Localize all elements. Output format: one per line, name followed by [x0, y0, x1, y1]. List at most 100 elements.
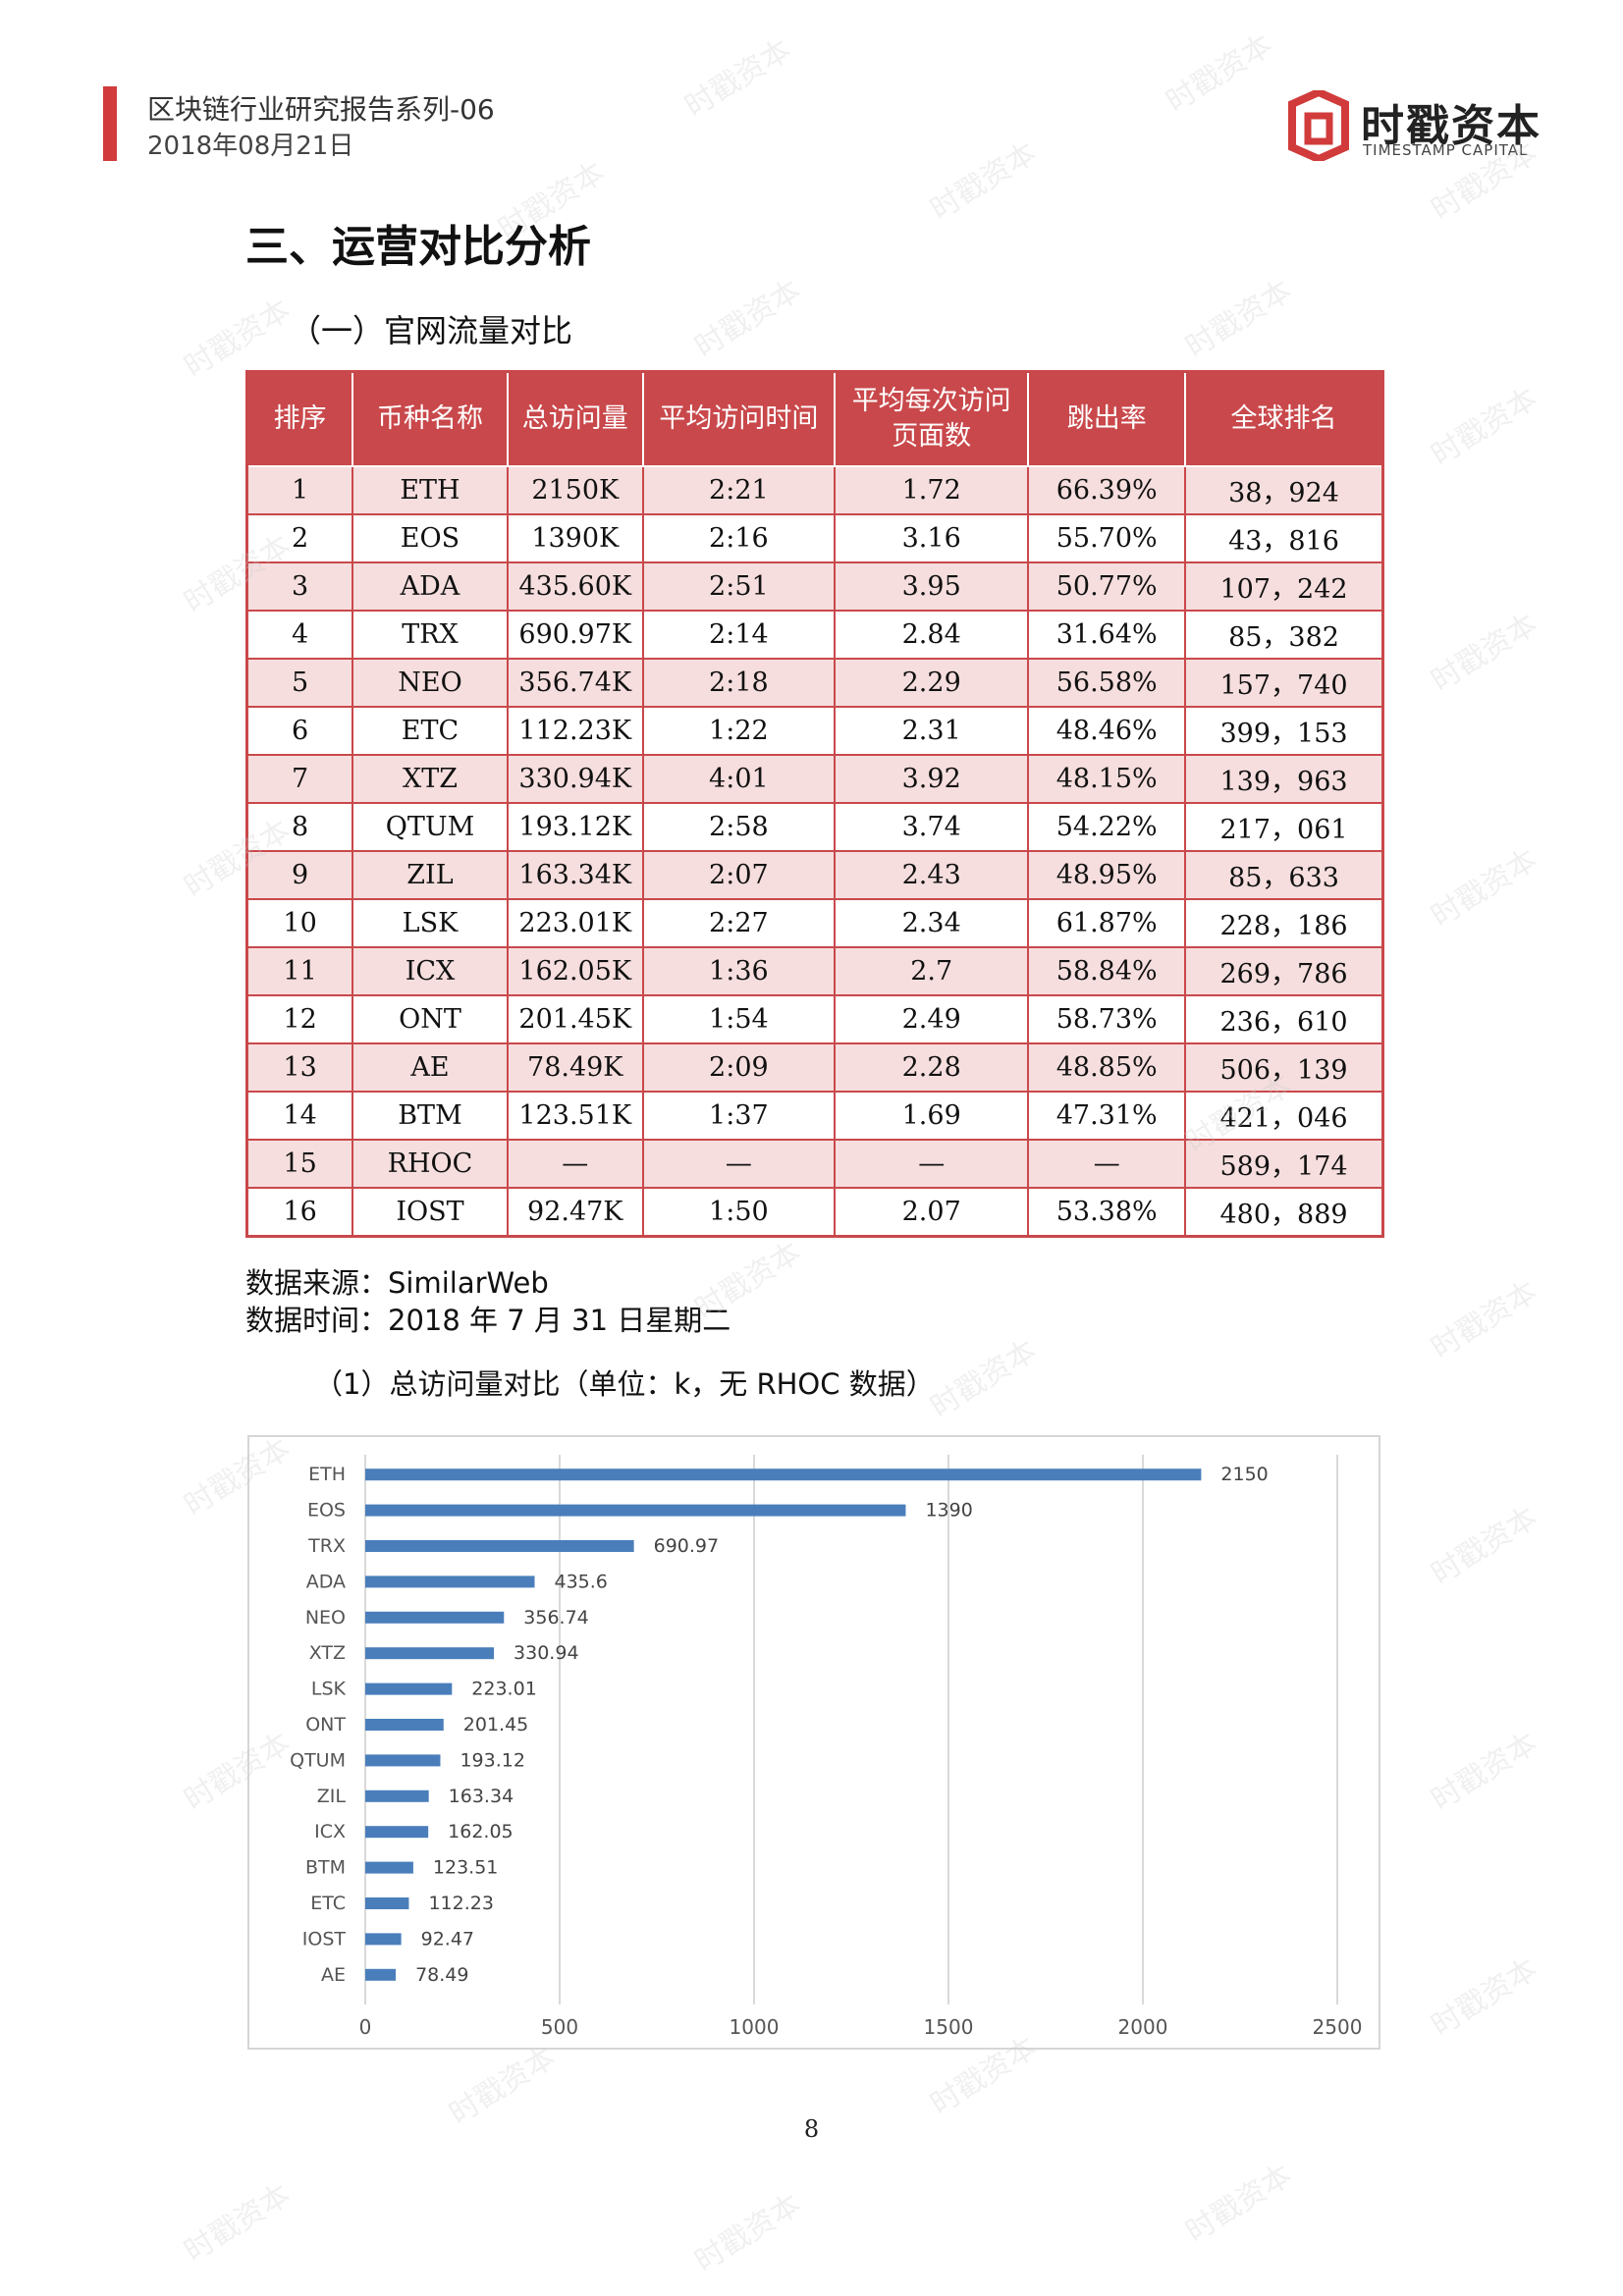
cell-coin: ONT — [352, 994, 509, 1044]
data-label: 92.47 — [421, 1928, 474, 1949]
cell-total-visits: 223.01K — [506, 898, 644, 948]
report-series-title: 区块链行业研究报告系列-06 — [147, 93, 495, 126]
category-label: QTUM — [290, 1749, 346, 1771]
cell-rank: 11 — [245, 946, 354, 996]
cell-avg-duration: 1:37 — [641, 1091, 837, 1141]
cell-total-visits: 112.23K — [506, 706, 644, 756]
cell-bounce-rate: 54.22% — [1027, 802, 1187, 852]
cell-coin: IOST — [352, 1187, 509, 1238]
table-row: 12 ONT 201.45K 1:54 2.49 58.73% 236，610 — [245, 994, 1384, 1044]
cell-rank: 3 — [245, 561, 354, 612]
cell-rank: 16 — [245, 1187, 354, 1238]
cell-global-rank: 421，046 — [1184, 1091, 1384, 1141]
category-label: ETH — [308, 1464, 346, 1485]
header-accent-bar — [103, 86, 117, 161]
section-title: 三、运营对比分析 — [245, 222, 591, 272]
cell-global-rank: 589，174 — [1184, 1139, 1384, 1189]
table-row: 16 IOST 92.47K 1:50 2.07 53.38% 480，889 — [245, 1187, 1384, 1238]
cell-pages-per-visit: 2.7 — [834, 946, 1030, 996]
cell-pages-per-visit: 2.84 — [834, 610, 1030, 660]
cell-bounce-rate: 31.64% — [1027, 610, 1187, 660]
cell-coin: NEO — [352, 658, 509, 708]
watermark: 时戳资本 — [688, 273, 808, 365]
cell-global-rank: 506，139 — [1184, 1042, 1384, 1093]
cell-rank: 15 — [245, 1139, 354, 1189]
cell-bounce-rate: 53.38% — [1027, 1187, 1187, 1238]
cell-bounce-rate: 48.95% — [1027, 850, 1187, 900]
table-body: 1 ETH 2150K 2:21 1.72 66.39% 38，924 2 EOS 1390K 2:… — [245, 465, 1384, 1238]
cell-rank: 12 — [245, 994, 354, 1044]
data-label: 123.51 — [433, 1857, 498, 1879]
cell-avg-duration: 4:01 — [641, 754, 837, 804]
watermark: 时戳资本 — [1425, 381, 1544, 473]
cell-pages-per-visit: 3.92 — [834, 754, 1030, 804]
cell-total-visits: 193.12K — [506, 802, 644, 852]
cell-total-visits: 330.94K — [506, 754, 644, 804]
total-visits-bar-chart: 0 500 1000 1500 2000 2500 ETH 2150 EOS 1390 TRX 690… — [247, 1435, 1380, 2050]
data-label: 163.34 — [449, 1786, 514, 1807]
cell-pages-per-visit: 1.69 — [834, 1091, 1030, 1141]
bar — [365, 1647, 495, 1660]
cell-avg-duration: 1:36 — [641, 946, 837, 996]
data-label: 2150 — [1220, 1464, 1268, 1485]
table-row: 4 TRX 690.97K 2:14 2.84 31.64% 85，382 — [245, 610, 1384, 660]
cell-rank: 13 — [245, 1042, 354, 1093]
table-row: 7 XTZ 330.94K 4:01 3.92 48.15% 139，963 — [245, 754, 1384, 804]
table-row: 8 QTUM 193.12K 2:58 3.74 54.22% 217，061 — [245, 802, 1384, 852]
cell-pages-per-visit: 3.16 — [834, 513, 1030, 563]
cell-avg-duration: — — [641, 1139, 837, 1189]
table-row: 6 ETC 112.23K 1:22 2.31 48.46% 399，153 — [245, 706, 1384, 756]
cell-total-visits: 78.49K — [506, 1042, 644, 1093]
watermark: 时戳资本 — [1425, 607, 1544, 699]
data-label: 690.97 — [654, 1535, 719, 1557]
header-rank: 排序 — [245, 370, 354, 467]
data-label: 162.05 — [448, 1821, 513, 1842]
logo-english-name: TIMESTAMP CAPITAL — [1363, 141, 1529, 159]
category-label: LSK — [311, 1679, 347, 1700]
table-row: 9 ZIL 163.34K 2:07 2.43 48.95% 85，633 — [245, 850, 1384, 900]
cell-pages-per-visit: 2.29 — [834, 658, 1030, 708]
data-label: 435.6 — [554, 1571, 607, 1592]
data-source: 数据来源：SimilarWeb — [245, 1266, 549, 1300]
cell-bounce-rate: 55.70% — [1027, 513, 1187, 563]
cell-coin: ICX — [352, 946, 509, 996]
bar — [365, 1968, 397, 1981]
table-header-row: 排序 币种名称 总访问量 平均访问时间 平均每次访问页面数 跳出率 全球排名 — [245, 370, 1384, 467]
cell-pages-per-visit: 1.72 — [834, 465, 1030, 515]
cell-global-rank: 43，816 — [1184, 513, 1384, 563]
cell-rank: 6 — [245, 706, 354, 756]
x-tick-label: 2000 — [1118, 2015, 1168, 2039]
watermark: 时戳资本 — [1425, 1500, 1544, 1592]
cell-total-visits: 163.34K — [506, 850, 644, 900]
cell-pages-per-visit: — — [834, 1139, 1030, 1189]
category-label: ETC — [310, 1893, 346, 1914]
bar — [365, 1861, 413, 1874]
cell-pages-per-visit: 2.34 — [834, 898, 1030, 948]
watermark: 时戳资本 — [924, 1333, 1044, 1425]
cell-bounce-rate: 48.46% — [1027, 706, 1187, 756]
header-global-rank: 全球排名 — [1184, 370, 1384, 467]
cell-avg-duration: 2:51 — [641, 561, 837, 612]
cell-global-rank: 85，382 — [1184, 610, 1384, 660]
cell-pages-per-visit: 2.28 — [834, 1042, 1030, 1093]
cell-rank: 2 — [245, 513, 354, 563]
category-label: ADA — [306, 1571, 346, 1592]
x-tick-label: 500 — [541, 2015, 578, 2039]
cell-avg-duration: 1:22 — [641, 706, 837, 756]
cell-bounce-rate: 66.39% — [1027, 465, 1187, 515]
data-label: 356.74 — [523, 1607, 588, 1629]
cell-coin: ZIL — [352, 850, 509, 900]
cell-rank: 7 — [245, 754, 354, 804]
logo-chinese-name: 时戳资本 — [1361, 101, 1542, 151]
cell-pages-per-visit: 2.49 — [834, 994, 1030, 1044]
category-label: ONT — [305, 1714, 346, 1735]
report-date: 2018年08月21日 — [147, 132, 354, 161]
cell-total-visits: 1390K — [506, 513, 644, 563]
cell-coin: RHOC — [352, 1139, 509, 1189]
cell-bounce-rate: 61.87% — [1027, 898, 1187, 948]
data-time: 数据时间：2018 年 7 月 31 日星期二 — [245, 1304, 731, 1337]
bar — [365, 1719, 444, 1731]
cell-rank: 14 — [245, 1091, 354, 1141]
cell-total-visits: 2150K — [506, 465, 644, 515]
header-total-visits: 总访问量 — [506, 370, 644, 467]
